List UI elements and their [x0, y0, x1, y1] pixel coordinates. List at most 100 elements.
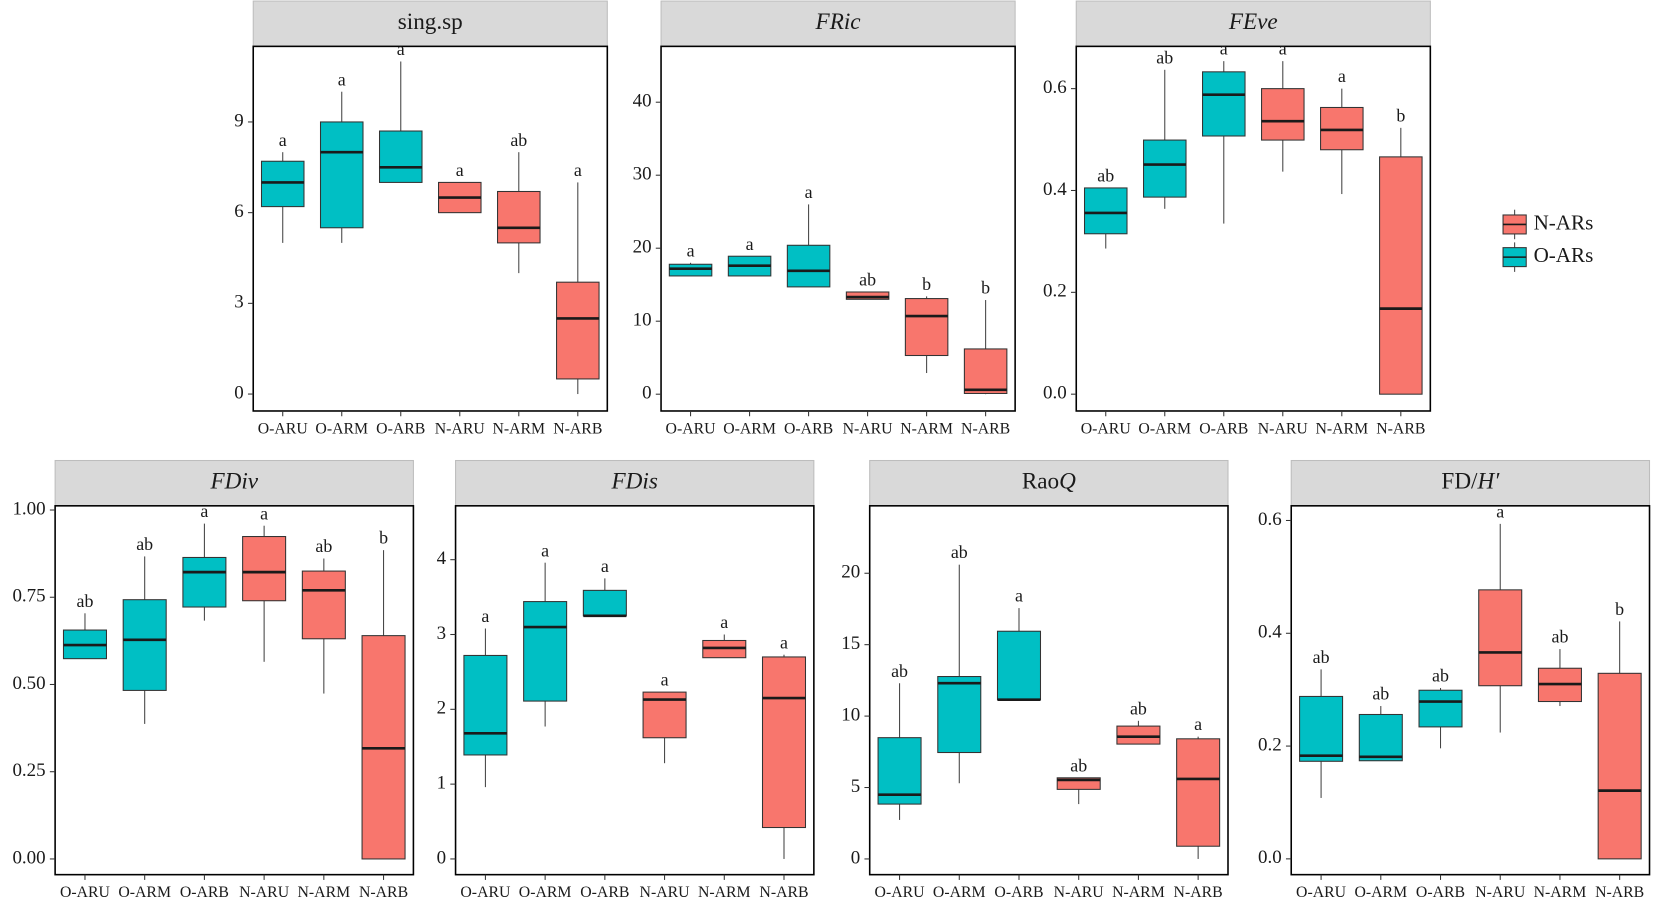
- significance-letter: ab: [136, 534, 153, 554]
- box: [1478, 589, 1523, 687]
- significance-letter: a: [338, 69, 346, 89]
- y-tick-label: 4: [437, 548, 447, 569]
- y-tick-label: 20: [841, 562, 860, 583]
- significance-letter: b: [981, 278, 990, 298]
- x-tick-label: O-ARU: [875, 884, 926, 901]
- significance-letter: a: [397, 39, 405, 59]
- title-part: H′: [1476, 469, 1500, 495]
- y-tick-label: 0: [851, 847, 860, 868]
- legend-label: N-ARs: [1534, 210, 1594, 234]
- y-tick-label: 0.2: [1043, 281, 1067, 302]
- significance-letter: ab: [859, 270, 876, 290]
- x-tick-label: N-ARB: [961, 421, 1010, 438]
- significance-letter: a: [1194, 714, 1202, 734]
- box: [1142, 139, 1187, 198]
- significance-letter: a: [746, 234, 754, 254]
- x-tick-label: N-ARB: [359, 884, 408, 901]
- x-tick-label: N-ARU: [843, 421, 894, 438]
- x-tick-label: O-ARB: [994, 884, 1043, 901]
- title-part: Rao: [1022, 469, 1059, 495]
- box: [761, 656, 807, 829]
- box: [523, 601, 568, 702]
- panel-title: sing.sp: [398, 10, 463, 36]
- significance-letter: b: [922, 274, 931, 294]
- x-tick-label: N-ARM: [900, 421, 953, 438]
- box: [937, 675, 982, 754]
- x-tick-label: N-ARU: [640, 884, 691, 901]
- x-tick-label: O-ARB: [180, 884, 229, 901]
- box: [1418, 689, 1463, 728]
- y-tick-label: 0.50: [12, 673, 45, 694]
- title-part: FDiv: [209, 469, 258, 495]
- significance-letter: ab: [1156, 47, 1173, 67]
- y-tick-label: 10: [633, 310, 652, 331]
- y-tick-label: 1: [437, 772, 446, 793]
- x-tick-label: O-ARU: [666, 421, 717, 438]
- x-tick-label: N-ARU: [1475, 884, 1526, 901]
- significance-letter: ab: [77, 591, 94, 611]
- x-tick-label: N-ARB: [759, 884, 808, 901]
- x-tick-label: N-ARB: [1174, 884, 1223, 901]
- box: [463, 654, 508, 756]
- x-tick-label: O-ARU: [1081, 421, 1132, 438]
- x-tick-label: O-ARU: [460, 884, 511, 901]
- significance-letter: ab: [1070, 755, 1087, 775]
- significance-letter: a: [1338, 66, 1346, 86]
- x-tick-label: N-ARM: [1112, 884, 1165, 901]
- y-tick-label: 0.4: [1258, 622, 1282, 643]
- y-tick-label: 9: [234, 110, 243, 131]
- strip: [1290, 459, 1651, 507]
- box: [497, 190, 541, 244]
- box: [1176, 738, 1221, 847]
- x-tick-label: N-ARM: [298, 884, 351, 901]
- x-tick-label: N-ARU: [435, 421, 486, 438]
- box: [1056, 777, 1101, 790]
- significance-letter: a: [661, 670, 669, 690]
- box: [242, 536, 287, 602]
- plot-frame: [252, 45, 609, 412]
- box: [1116, 725, 1161, 745]
- y-tick-label: 0.0: [1258, 847, 1282, 868]
- x-tick-label: O-ARB: [376, 421, 425, 438]
- x-tick-label: N-ARM: [1315, 421, 1368, 438]
- significance-letter: a: [456, 160, 464, 180]
- x-tick-label: O-ARB: [1199, 421, 1248, 438]
- y-tick-label: 1.00: [12, 498, 45, 519]
- significance-letter: ab: [891, 661, 908, 681]
- x-tick-label: N-ARM: [1534, 884, 1587, 901]
- box: [1379, 156, 1423, 395]
- y-tick-label: 0: [437, 847, 446, 868]
- plot-frame: [54, 505, 415, 876]
- y-tick-label: 40: [633, 91, 652, 112]
- x-tick-label: N-ARU: [239, 884, 290, 901]
- x-tick-label: N-ARB: [1376, 421, 1425, 438]
- significance-letter: a: [1015, 586, 1023, 606]
- y-tick-label: 0.75: [12, 586, 45, 607]
- box: [996, 630, 1042, 701]
- x-tick-label: O-ARU: [258, 421, 309, 438]
- box: [904, 298, 949, 357]
- box: [1299, 695, 1344, 762]
- significance-letter: a: [1496, 501, 1504, 521]
- box: [378, 130, 423, 183]
- plot-frame: [868, 505, 1229, 876]
- significance-letter: ab: [1313, 647, 1330, 667]
- y-tick-label: 0: [234, 382, 243, 403]
- significance-letter: a: [780, 632, 788, 652]
- significance-letter: a: [574, 160, 582, 180]
- significance-letter: a: [1220, 39, 1228, 59]
- significance-letter: ab: [1130, 698, 1147, 718]
- x-tick-label: O-ARM: [723, 421, 776, 438]
- y-tick-label: 0.0: [1043, 383, 1067, 404]
- x-tick-label: N-ARB: [1595, 884, 1644, 901]
- significance-letter: a: [805, 182, 813, 202]
- box: [1202, 71, 1246, 137]
- panel-title: FD/H′: [1441, 469, 1500, 495]
- x-tick-label: N-ARU: [1054, 884, 1105, 901]
- significance-letter: ab: [1372, 684, 1389, 704]
- x-tick-label: O-ARM: [118, 884, 171, 901]
- box: [260, 160, 305, 208]
- box: [182, 556, 227, 608]
- significance-letter: a: [720, 612, 728, 632]
- y-tick-label: 30: [633, 164, 652, 185]
